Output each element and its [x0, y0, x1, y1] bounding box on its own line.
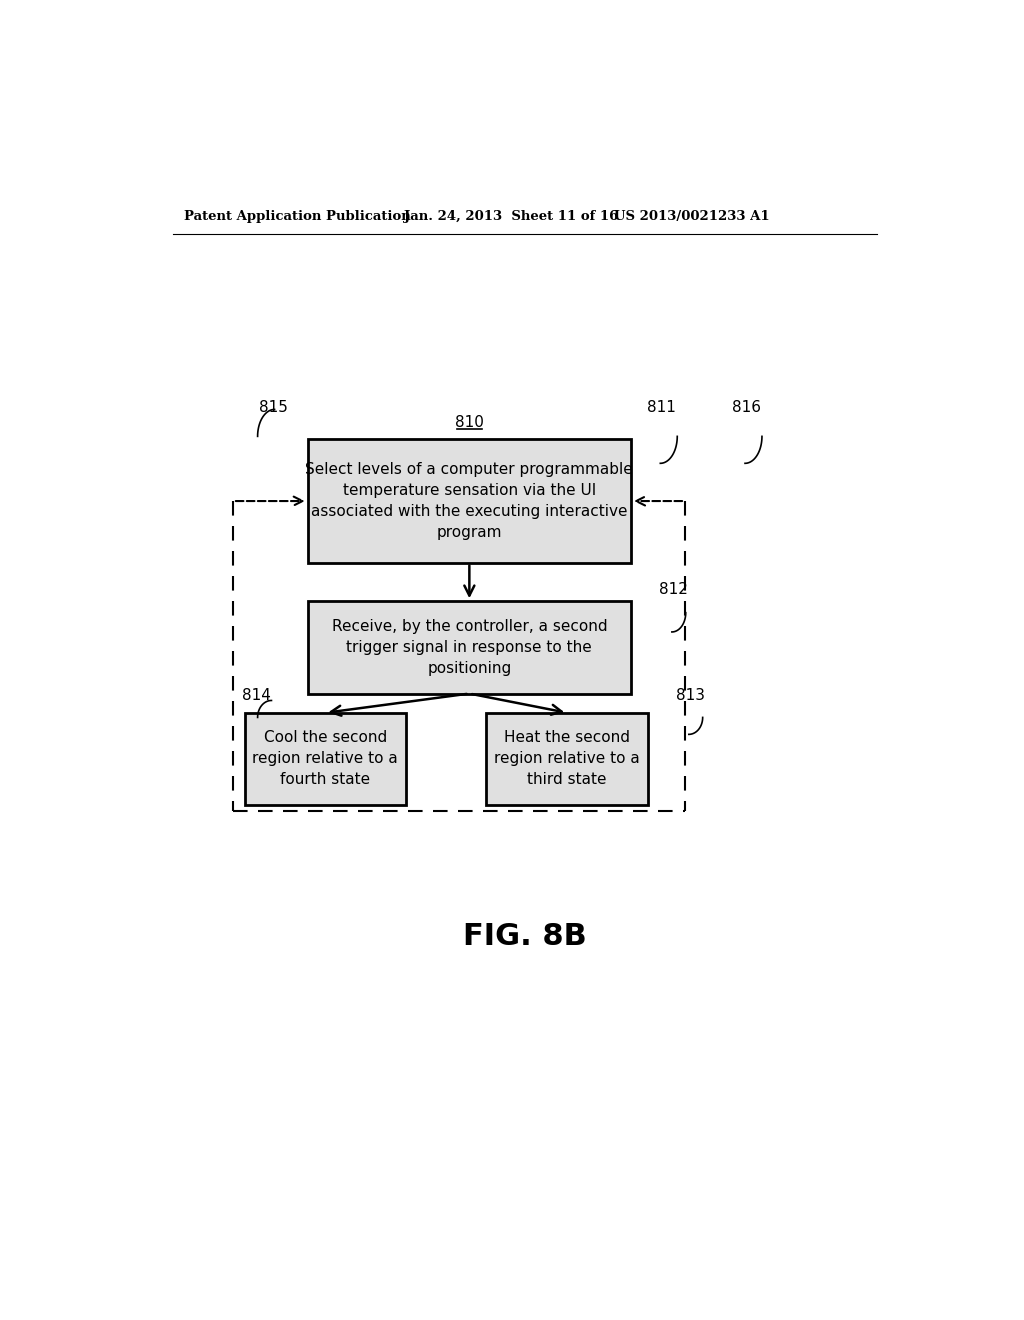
Text: Heat the second
region relative to a
third state: Heat the second region relative to a thi… — [495, 730, 640, 788]
Text: Receive, by the controller, a second
trigger signal in response to the
positioni: Receive, by the controller, a second tri… — [332, 619, 607, 676]
Text: 811: 811 — [647, 400, 676, 414]
FancyBboxPatch shape — [486, 713, 648, 805]
FancyBboxPatch shape — [307, 440, 631, 562]
Text: Jan. 24, 2013  Sheet 11 of 16: Jan. 24, 2013 Sheet 11 of 16 — [403, 210, 618, 223]
Text: Cool the second
region relative to a
fourth state: Cool the second region relative to a fou… — [253, 730, 398, 788]
Text: 812: 812 — [659, 582, 688, 597]
FancyBboxPatch shape — [245, 713, 407, 805]
Text: 810: 810 — [455, 414, 483, 430]
Text: 816: 816 — [732, 400, 761, 414]
Text: 815: 815 — [259, 400, 288, 414]
Text: 814: 814 — [242, 688, 270, 704]
Text: Select levels of a computer programmable
temperature sensation via the UI
associ: Select levels of a computer programmable… — [305, 462, 633, 540]
Text: FIG. 8B: FIG. 8B — [463, 921, 587, 950]
FancyBboxPatch shape — [307, 601, 631, 693]
Text: 813: 813 — [676, 688, 705, 704]
Text: US 2013/0021233 A1: US 2013/0021233 A1 — [614, 210, 770, 223]
Text: Patent Application Publication: Patent Application Publication — [184, 210, 412, 223]
